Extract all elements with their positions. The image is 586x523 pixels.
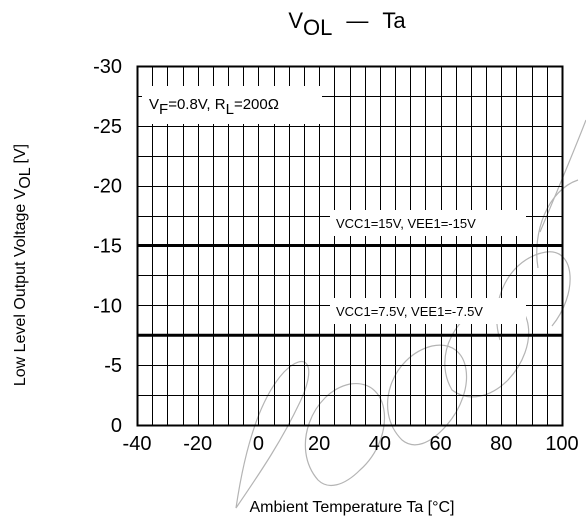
condition-box: VF=0.8V, RL=200Ω [142,86,322,124]
series-1-label-box: VCC1=15V, VEE1=-15V [330,210,526,236]
y-tick-label: -30 [93,56,122,78]
x-tick-label: 80 [490,433,512,455]
y-tick-label: -20 [93,176,122,198]
y-tick-label: 0 [111,415,122,437]
series-1-label: VCC1=15V, VEE1=-15V [336,216,476,231]
series-2-label-bg [330,298,526,324]
y-tick-label: -25 [93,116,122,138]
series-2-label: VCC1=7.5V, VEE1=-7.5V [336,304,483,319]
series-2-label-box: VCC1=7.5V, VEE1=-7.5V [330,298,526,324]
y-axis-label: Low Level Output Voltage VOL [V] [12,144,34,386]
chart-title: VOL — Ta [288,8,406,40]
y-tick-label: -10 [93,295,122,317]
y-tick-label: -15 [93,236,122,258]
tick-labels: -40 -20 0 20 40 60 80 100 0 -5 -10 -15 -20 -25 -30 [93,56,579,455]
series-1-label-bg [330,210,526,236]
x-tick-label: 100 [545,433,578,455]
x-tick-label: -40 [123,433,152,455]
x-axis-label: Ambient Temperature Ta [°C] [249,499,454,516]
y-tick-label: -5 [104,355,122,377]
x-tick-label: 0 [253,433,264,455]
series-group [137,244,562,337]
x-tick-label: 40 [369,433,391,455]
condition-box-bg [142,86,322,124]
x-tick-label: 60 [429,433,451,455]
x-tick-label: 20 [308,433,330,455]
x-tick-label: -20 [183,433,212,455]
condition-label: VF=0.8V, RL=200Ω [149,96,279,118]
